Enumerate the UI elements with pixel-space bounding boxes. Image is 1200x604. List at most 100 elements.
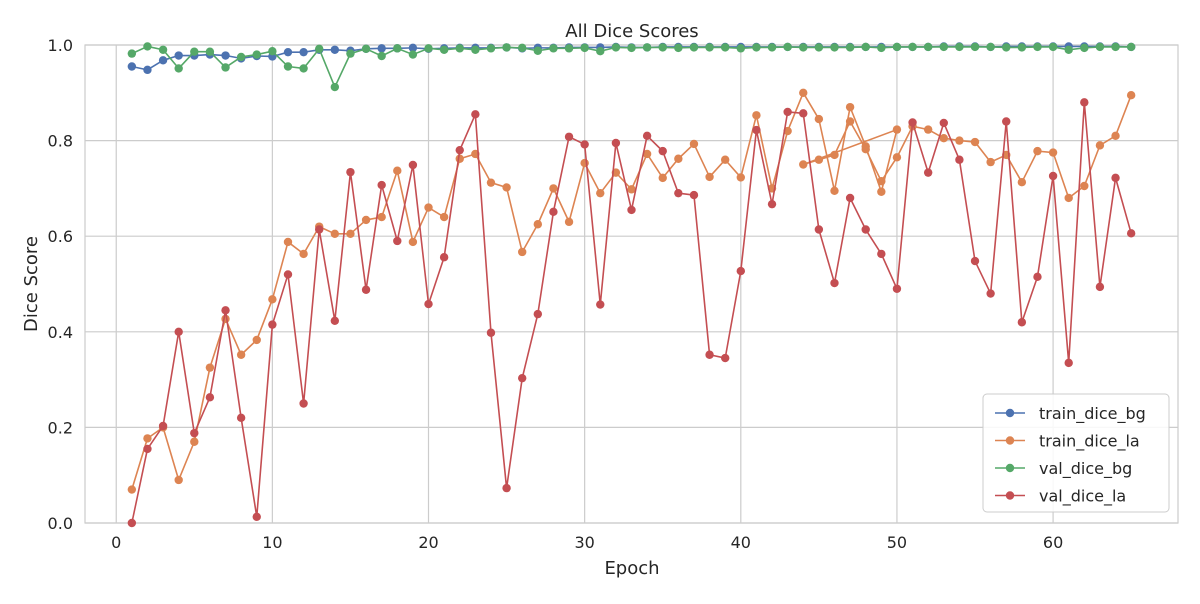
data-point [736, 266, 745, 276]
data-point [158, 45, 168, 54]
data-point [861, 42, 870, 52]
data-point [611, 43, 621, 52]
chart-title: All Dice Scores [565, 21, 698, 42]
data-point [986, 289, 995, 298]
data-point [564, 44, 574, 53]
data-point [720, 353, 730, 363]
data-point [549, 184, 558, 193]
data-point [330, 316, 340, 326]
legend-marker [1005, 463, 1015, 473]
data-point [361, 44, 371, 54]
data-point [299, 64, 308, 73]
data-point [346, 229, 355, 239]
legend-marker [1005, 408, 1015, 418]
data-point [877, 249, 886, 259]
data-point [221, 306, 230, 315]
data-point [393, 166, 402, 175]
data-point [486, 328, 496, 337]
data-point [814, 114, 824, 124]
series-layer [127, 42, 1136, 528]
data-point [205, 363, 215, 372]
data-point [127, 62, 137, 71]
x-tick-label: 40 [731, 533, 751, 552]
data-point [627, 43, 636, 53]
data-point [580, 140, 589, 149]
data-point [408, 160, 418, 170]
data-point [1017, 318, 1027, 327]
data-point [377, 212, 386, 222]
data-point [252, 512, 261, 521]
data-point [1111, 173, 1120, 183]
data-point [830, 43, 839, 52]
data-point [518, 373, 527, 383]
data-point [689, 190, 699, 200]
data-point [814, 43, 824, 52]
y-tick-label: 0.8 [48, 132, 73, 151]
data-point [720, 155, 730, 164]
data-point [845, 193, 855, 203]
data-point [970, 42, 980, 52]
data-point [892, 153, 902, 162]
data-point [564, 132, 574, 141]
data-point [549, 207, 558, 217]
data-point [642, 43, 652, 52]
data-point [236, 350, 246, 359]
data-point [252, 50, 261, 59]
data-point [674, 188, 683, 198]
y-axis-label: Dice Score [21, 236, 42, 332]
data-point [346, 167, 355, 177]
data-point [1095, 141, 1105, 150]
data-point [518, 247, 527, 257]
data-point [970, 256, 980, 266]
data-point [127, 518, 137, 528]
data-point [705, 43, 714, 52]
data-point [502, 43, 511, 52]
data-point [986, 42, 995, 52]
data-point [330, 82, 340, 92]
data-point [283, 237, 293, 247]
data-point [1033, 146, 1042, 156]
data-point [252, 335, 261, 345]
data-point [408, 43, 418, 53]
data-point [143, 42, 152, 51]
data-point [486, 178, 496, 187]
data-point [424, 44, 433, 53]
data-point [455, 44, 464, 53]
data-point [720, 43, 730, 52]
data-point [221, 314, 230, 324]
data-point [1017, 43, 1027, 52]
data-point [533, 220, 543, 229]
x-tick-label: 50 [887, 533, 907, 552]
data-point [923, 42, 933, 52]
data-point [986, 157, 995, 167]
data-point [783, 42, 792, 52]
data-point [299, 399, 308, 408]
x-tick-label: 10 [262, 533, 282, 552]
data-point [658, 146, 667, 156]
data-point [1048, 42, 1058, 52]
data-point [908, 42, 917, 52]
data-point [268, 47, 277, 56]
data-point [205, 47, 215, 56]
data-point [174, 327, 183, 336]
data-point [783, 107, 792, 117]
data-point [1080, 43, 1089, 53]
data-point [970, 137, 980, 147]
data-point [455, 154, 464, 163]
legend-label: train_dice_bg [1039, 404, 1146, 424]
data-point [892, 284, 902, 293]
data-point [845, 43, 855, 52]
data-point [658, 43, 667, 52]
data-point [1048, 171, 1058, 181]
data-point [393, 236, 402, 246]
data-point [689, 43, 699, 52]
data-point [830, 186, 839, 195]
data-point [1126, 229, 1136, 238]
data-point [877, 187, 886, 196]
data-point [892, 42, 902, 52]
data-point [471, 45, 480, 54]
data-point [564, 217, 574, 227]
y-tick-label: 1.0 [48, 36, 73, 55]
data-point [174, 475, 183, 485]
